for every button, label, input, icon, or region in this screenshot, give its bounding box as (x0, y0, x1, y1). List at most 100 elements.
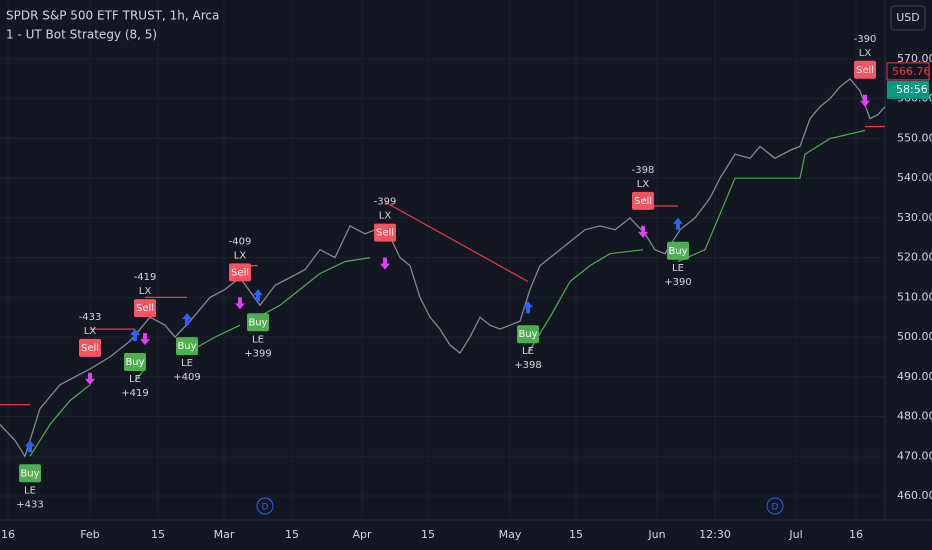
trade-arrow (380, 257, 390, 270)
x-tick-label: Mar (214, 528, 235, 541)
trade-side: Sell (856, 65, 874, 76)
trade-signal: LE (672, 263, 684, 274)
trade-badge (247, 313, 269, 332)
trade: Buy LE +399 (244, 289, 272, 359)
x-tick-label: 15 (151, 528, 165, 541)
trade-badge (134, 299, 156, 318)
trade-signal: LE (129, 374, 141, 385)
event-marker (766, 497, 784, 515)
currency-label[interactable]: USD (896, 11, 920, 24)
trade-arrow (673, 217, 683, 230)
trade-signal: LX (234, 250, 247, 261)
y-tick-label: 460.00 (897, 489, 932, 502)
trade-badge (176, 337, 198, 356)
y-tick-label: 510.00 (897, 290, 932, 303)
x-tick-label: 16 (1, 528, 15, 541)
trade: Buy LE +390 (664, 217, 692, 288)
trade-side: Buy (668, 246, 687, 257)
trailing-stop (29, 129, 866, 457)
trade: Sell LX -399 (374, 197, 397, 270)
trade-side: Sell (81, 343, 99, 354)
x-tick-label: Apr (352, 528, 372, 541)
trade-pnl: +390 (664, 277, 691, 288)
trade: Buy LE +398 (514, 301, 542, 371)
x-tick-label: Jul (788, 528, 802, 541)
event-label: D (772, 503, 779, 513)
trade: Sell LX -390 (854, 34, 877, 107)
trade: Buy LE +433 (16, 440, 44, 510)
trade-badge (79, 338, 101, 357)
trade-side: Sell (376, 228, 394, 239)
y-tick-label: 530.00 (897, 211, 932, 224)
trade-badge (19, 464, 41, 483)
trade-side: Buy (518, 329, 537, 340)
y-tick-label: 520.00 (897, 251, 932, 264)
trade-arrow (235, 297, 245, 310)
trade-arrow (85, 372, 95, 385)
countdown-tag (887, 80, 929, 99)
trade-pnl: +433 (16, 499, 43, 510)
x-tick-label: 12:30 (699, 528, 731, 541)
trade-pnl: -390 (854, 34, 877, 45)
trade-pnl: +419 (121, 388, 148, 399)
y-tick-label: 550.00 (897, 131, 932, 144)
trade-side: Buy (177, 341, 196, 352)
event-label: D (262, 503, 269, 513)
x-tick-label: 16 (849, 528, 863, 541)
trade-signal: LX (379, 211, 392, 222)
trade-pnl: -433 (79, 312, 102, 323)
chart-subtitle: 1 - UT Bot Strategy (8, 5) (6, 28, 157, 42)
x-tick-label: Feb (80, 528, 99, 541)
trade-signal: LE (24, 485, 36, 496)
trade-side: Sell (136, 303, 154, 314)
trade-side: Buy (125, 357, 144, 368)
trade-side: Buy (20, 468, 39, 479)
trade-badge (124, 353, 146, 372)
x-tick-label: May (499, 528, 522, 541)
x-tick-label: 15 (285, 528, 299, 541)
trade-signal: LE (522, 346, 534, 357)
trade: Sell LX -398 (632, 165, 654, 238)
y-tick-label: 480.00 (897, 410, 932, 423)
trade: Buy LE +419 (121, 329, 149, 399)
trade-badge (229, 263, 251, 282)
x-tick-label: 15 (421, 528, 435, 541)
y-tick-label: 570.00 (897, 52, 932, 65)
trade-badge (374, 223, 396, 242)
trade-pnl: -399 (374, 197, 397, 208)
trade-arrow (25, 440, 35, 453)
trade-pnl: +409 (173, 372, 200, 383)
event-marker (256, 497, 274, 515)
trade: Sell LX -419 (134, 272, 156, 346)
trade: Sell LX -433 (79, 312, 102, 385)
trade-arrow (182, 313, 192, 326)
trade-pnl: +399 (244, 348, 271, 359)
last-price-tag (886, 62, 930, 81)
last-price-label: 566.76 (892, 65, 931, 78)
trade-signal: LX (859, 48, 872, 59)
trade-arrow (253, 289, 263, 302)
trade-arrow (523, 301, 533, 314)
y-tick-label: 500.00 (897, 330, 932, 343)
y-tick-label: 470.00 (897, 449, 932, 462)
trade-signal: LX (637, 179, 650, 190)
trade-side: Buy (248, 317, 267, 328)
y-tick-label: 540.00 (897, 171, 932, 184)
countdown-label: 58:56 (896, 83, 928, 96)
y-tick-label: 490.00 (897, 370, 932, 383)
chart-title: SPDR S&P 500 ETF TRUST, 1h, Arca (6, 9, 219, 23)
trade: Sell LX -409 (229, 236, 252, 310)
trade-badge (667, 241, 689, 260)
trade-arrow (638, 225, 648, 238)
trade-badge (854, 60, 876, 79)
trade-arrow (860, 94, 870, 107)
currency-button[interactable] (890, 5, 926, 31)
trade-signal: LX (139, 286, 152, 297)
plot: Buy LE +433 Sell LX -433 Buy LE +419 Sell LX -419 Bu… (0, 0, 886, 520)
trade-signal: LX (84, 326, 97, 337)
trade-pnl: +398 (514, 360, 541, 371)
trade-pnl: -409 (229, 236, 252, 247)
trade-arrow (140, 333, 150, 346)
